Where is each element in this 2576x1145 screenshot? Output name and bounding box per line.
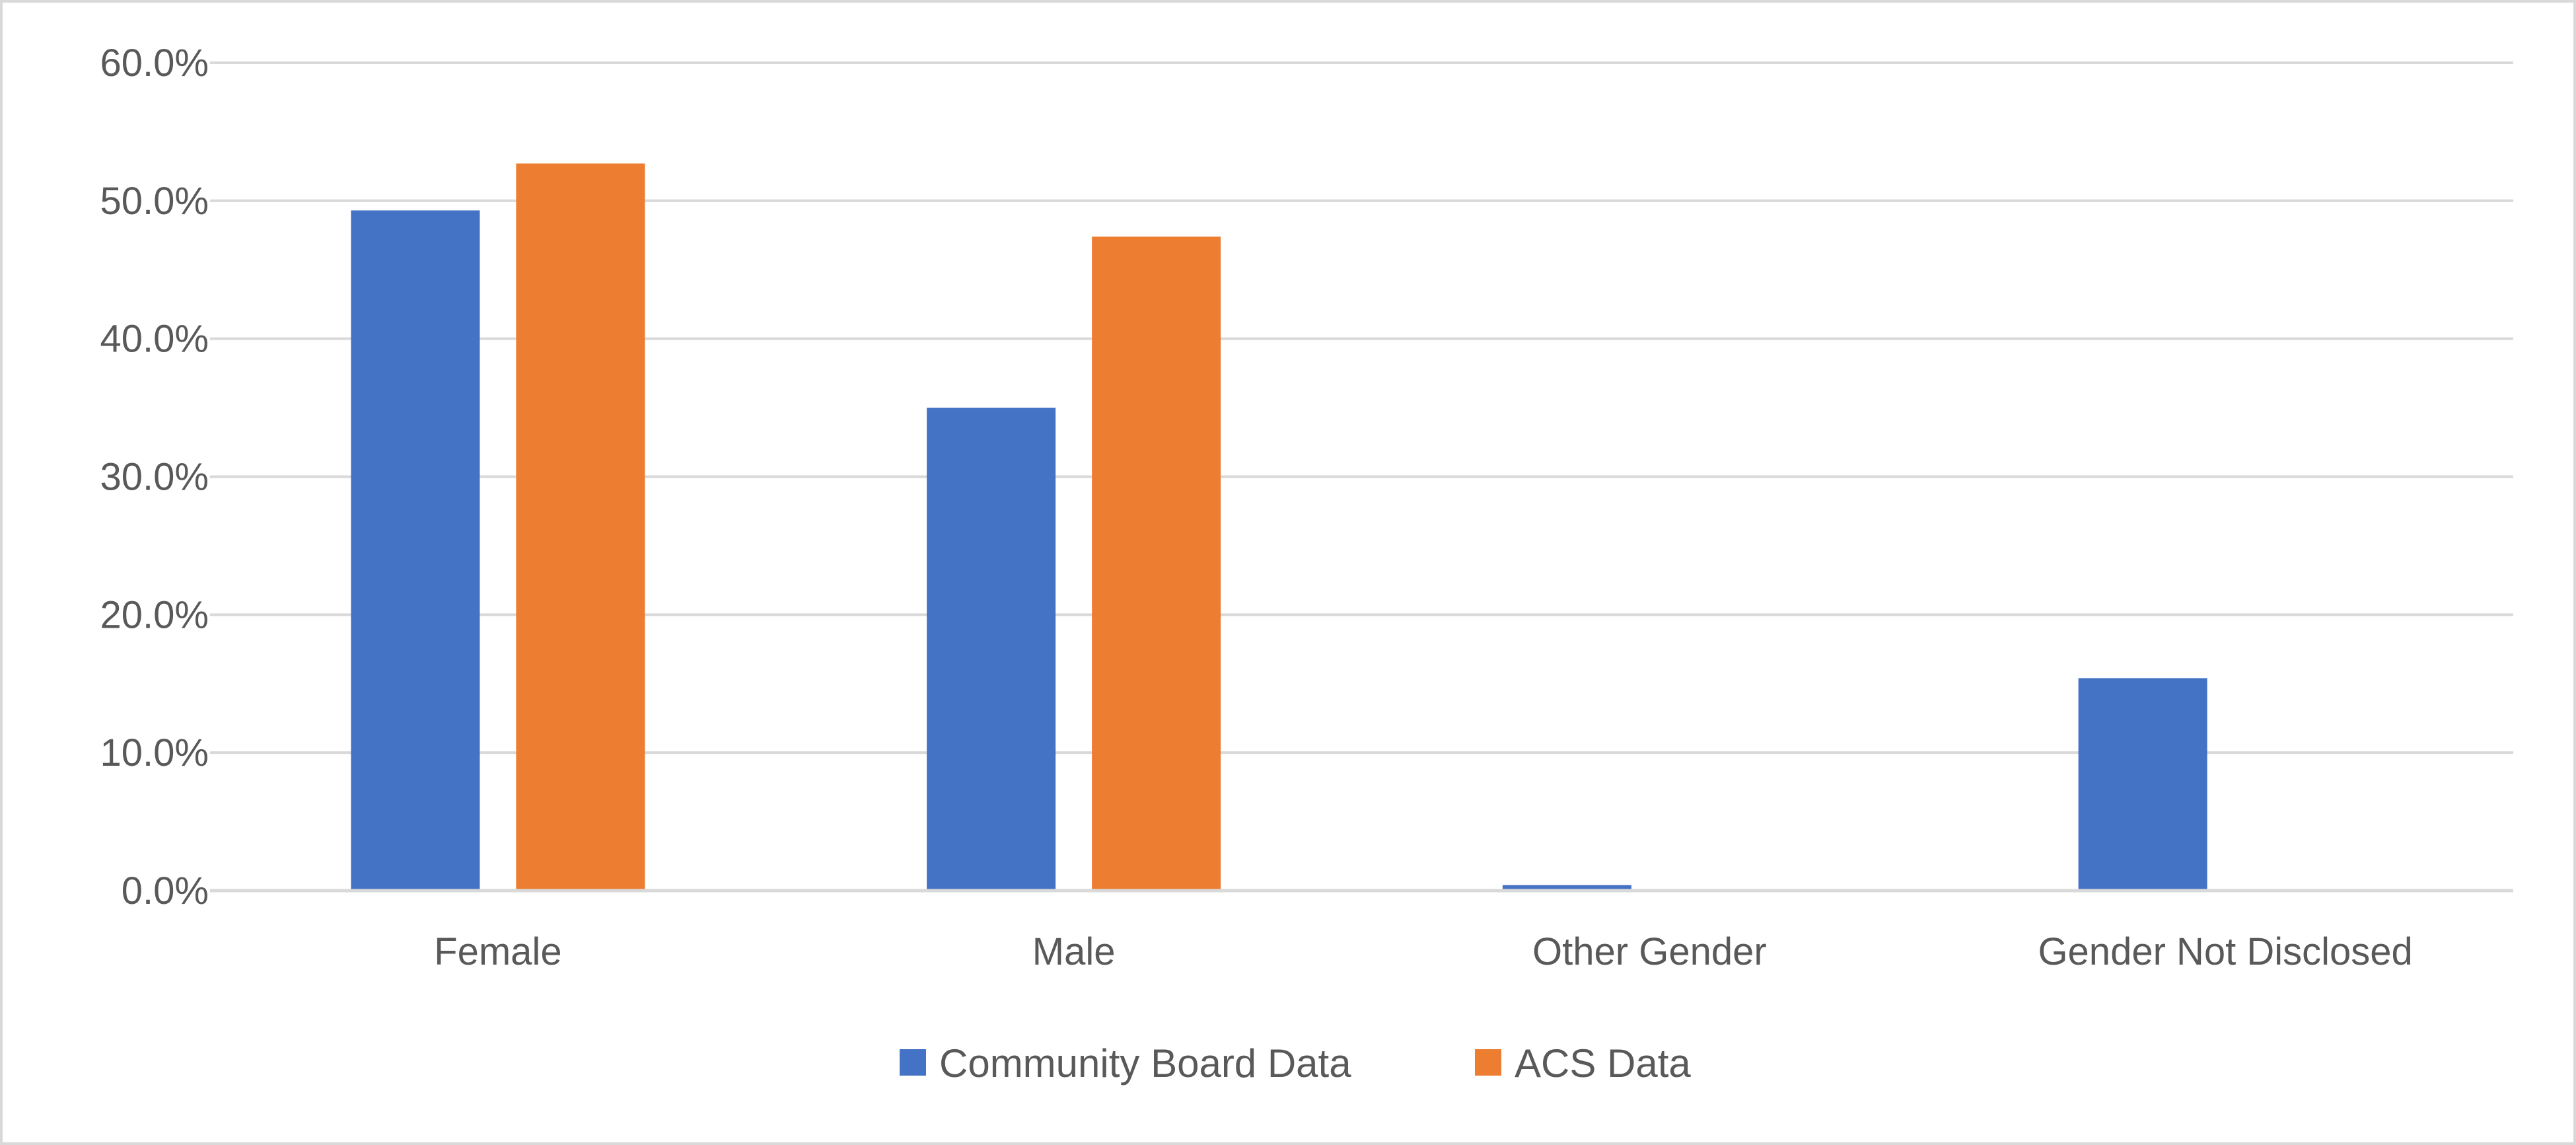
y-tick-label: 40.0% <box>100 318 209 361</box>
x-category-label: Gender Not Disclosed <box>2038 930 2412 973</box>
x-axis: Female Male Other Gender Gender Not Disclos… <box>210 889 2513 973</box>
y-tick-label: 50.0% <box>100 180 209 223</box>
y-tick-label: 0.0% <box>122 869 209 912</box>
x-category-label: Other Gender <box>1532 930 1767 973</box>
bar-acs-data-male <box>1092 237 1221 891</box>
legend-label: ACS Data <box>1515 1041 1691 1086</box>
y-tick-label: 20.0% <box>100 593 209 636</box>
legend-label: Community Board Data <box>939 1041 1351 1086</box>
legend-swatch <box>900 1049 926 1076</box>
legend-swatch <box>1475 1049 1501 1076</box>
x-category-label: Male <box>1032 930 1116 973</box>
y-tick-label: 60.0% <box>100 42 209 85</box>
bar-community-board-data-female <box>351 210 480 891</box>
y-axis: 0.0% 10.0% 20.0% 30.0% 40.0% 50.0% 60.0% <box>100 42 209 912</box>
bar-community-board-data-other-gender <box>1502 885 1631 891</box>
y-tick-label: 30.0% <box>100 456 209 499</box>
x-category-label: Female <box>434 930 561 973</box>
bar-community-board-data-male <box>927 408 1056 891</box>
bar-community-board-data-gender-not-disclosed <box>2078 678 2207 891</box>
y-tick-label: 10.0% <box>100 731 209 774</box>
bars <box>351 163 2207 891</box>
bar-acs-data-female <box>516 163 645 891</box>
legend: Community Board Data ACS Data <box>900 1041 1691 1086</box>
